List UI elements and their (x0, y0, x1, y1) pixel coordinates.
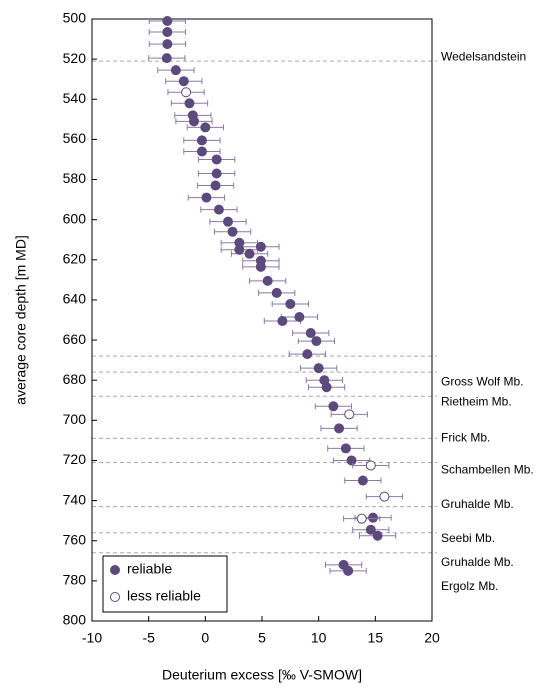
annotation: Schambellen Mb. (441, 463, 534, 477)
annotation: Ergolz Mb. (441, 579, 498, 593)
legend-label: less reliable (127, 588, 201, 604)
plot-frame (91, 18, 433, 622)
x-tick-label: -10 (82, 630, 102, 646)
y-tick-label: 600 (63, 210, 87, 226)
annotation: Gruhalde Mb. (441, 497, 514, 511)
x-tick-label: 15 (368, 630, 384, 646)
y-tick-label: 740 (63, 491, 87, 507)
y-tick-label: 500 (63, 10, 87, 26)
point (343, 565, 354, 576)
point (211, 154, 222, 165)
y-tick-label: 540 (63, 90, 87, 106)
point (255, 241, 266, 252)
point (294, 311, 305, 322)
point (210, 180, 221, 191)
point (213, 204, 224, 215)
y-tick-label: 700 (63, 411, 87, 427)
legend-marker (110, 565, 120, 575)
y-tick-label: 560 (63, 130, 87, 146)
legend-marker (110, 592, 120, 602)
y-tick-label: 800 (63, 612, 87, 628)
point (368, 512, 379, 523)
y-tick-label: 640 (63, 291, 87, 307)
x-axis-label: Deuterium excess [‰ V-SMOW] (162, 667, 362, 683)
x-tick-label: -5 (142, 630, 155, 646)
y-tick-label: 580 (63, 170, 87, 186)
point (181, 87, 192, 98)
legend-box (102, 555, 228, 613)
point (365, 460, 376, 471)
y-axis-label: average core depth [m MD] (13, 235, 29, 405)
annotation: Seebi Mb. (441, 531, 495, 545)
point (271, 287, 282, 298)
point (244, 248, 255, 259)
point (196, 135, 207, 146)
point (201, 192, 212, 203)
x-tick-label: 0 (201, 630, 209, 646)
annotation: Wedelsandstein (441, 49, 526, 63)
point (277, 316, 288, 327)
point (321, 382, 332, 393)
point (162, 39, 173, 50)
annotation: Gruhalde Mb. (441, 555, 514, 569)
point (365, 524, 376, 535)
point (184, 98, 195, 109)
x-tick-label: 10 (311, 630, 327, 646)
y-tick-label: 760 (63, 531, 87, 547)
point (379, 491, 390, 502)
point (196, 146, 207, 157)
y-tick-label: 520 (63, 50, 87, 66)
point (162, 27, 173, 38)
legend-label: reliable (127, 561, 172, 577)
annotation: Gross Wolf Mb. (441, 374, 523, 388)
point (255, 261, 266, 272)
point (223, 216, 233, 227)
annotation: Frick Mb. (441, 431, 490, 445)
annotation: Rietheim Mb. (441, 394, 512, 408)
point (162, 16, 173, 27)
point (262, 275, 273, 286)
point (285, 298, 296, 309)
point (302, 349, 313, 360)
x-tick-label: 20 (424, 630, 440, 646)
point (313, 363, 324, 374)
y-tick-label: 720 (63, 451, 87, 467)
x-tick-label: 5 (258, 630, 266, 646)
point (334, 423, 345, 434)
point (234, 244, 245, 255)
point (305, 328, 316, 339)
point (328, 401, 339, 412)
point (200, 122, 211, 133)
point (211, 168, 222, 179)
point (346, 455, 357, 466)
point (340, 443, 351, 454)
point (357, 475, 368, 486)
y-tick-label: 680 (63, 371, 87, 387)
point (189, 116, 199, 127)
point (178, 76, 189, 87)
y-tick-label: 620 (63, 251, 87, 267)
point (356, 513, 367, 524)
point (311, 336, 322, 347)
point (227, 226, 238, 237)
point (170, 65, 181, 76)
point (372, 530, 383, 541)
y-tick-label: 780 (63, 572, 87, 588)
y-tick-label: 660 (63, 331, 87, 347)
point (344, 409, 355, 420)
point (161, 53, 172, 64)
